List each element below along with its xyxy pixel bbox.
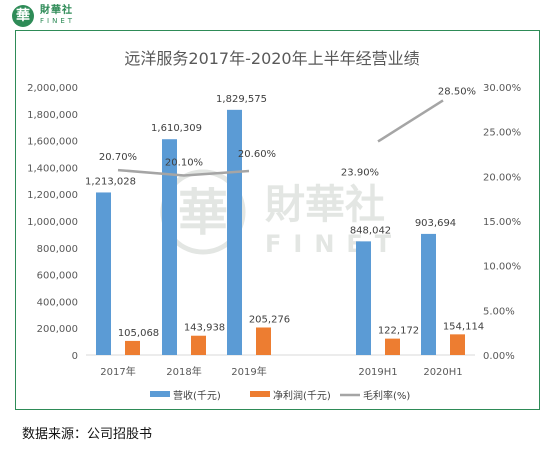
axes: 0 200,000 400,000 600,000 800,000 1,000,000 1,… <box>27 83 521 378</box>
watermark-seal: 華 <box>178 184 228 242</box>
revenue-label: 903,694 <box>415 218 456 229</box>
chart-frame <box>15 30 540 410</box>
profit-label: 205,276 <box>249 314 290 325</box>
y-left-tick-label: 600,000 <box>37 271 78 282</box>
brand-seal-icon: 華 <box>12 5 34 27</box>
revenue-label: 1,829,575 <box>216 94 267 105</box>
revenue-bar <box>421 233 436 355</box>
y-left-tick-label: 1,600,000 <box>27 137 78 148</box>
margin-label: 28.50% <box>438 86 476 97</box>
watermark-name: 財華社 <box>265 182 385 228</box>
revenue-bar <box>227 109 242 356</box>
data-labels: 1,213,028 1,610,309 1,829,575 848,042 903,69… <box>85 86 484 339</box>
revenue-label: 1,213,028 <box>85 176 136 187</box>
legend: 营收(千元) 净利润(千元) 毛利率(%) <box>150 389 410 402</box>
brand-name: 財華社 <box>40 5 73 16</box>
revenue-label: 1,610,309 <box>151 123 202 134</box>
x-tick-label: 2018年 <box>166 365 201 378</box>
y-left-tick-label: 1,000,000 <box>27 217 78 228</box>
margin-label: 23.90% <box>341 167 379 178</box>
profit-bar <box>125 340 140 355</box>
y-right-tick-label: 15.00% <box>483 217 521 228</box>
y-left-tick-label: 200,000 <box>37 324 78 335</box>
x-tick-label: 2019H1 <box>358 367 397 378</box>
y-right-tick-label: 10.00% <box>483 262 521 273</box>
legend-margin-label: 毛利率(%) <box>363 389 410 402</box>
legend-profit-label: 净利润(千元) <box>273 389 331 402</box>
revenue-bar <box>96 192 111 355</box>
y-left-tick-label: 400,000 <box>37 297 78 308</box>
y-right-tick-label: 5.00% <box>483 306 515 317</box>
margin-line-segment <box>377 99 444 143</box>
y-left-tick-label: 2,000,000 <box>27 83 78 94</box>
margin-label: 20.60% <box>238 149 276 160</box>
profit-bar <box>256 327 271 355</box>
source-note: 数据来源：公司招股书 <box>22 427 153 442</box>
legend-revenue-label: 营收(千元) <box>173 389 221 402</box>
profit-label: 122,172 <box>378 326 419 337</box>
legend-profit-swatch <box>250 391 270 397</box>
profit-label: 143,938 <box>184 323 225 334</box>
y-right-tick-label: 20.00% <box>483 172 521 183</box>
y-left-tick-label: 0 <box>72 351 78 362</box>
y-right-tick-label: 30.00% <box>483 83 521 94</box>
revenue-label: 848,042 <box>350 225 391 236</box>
y-left-tick-label: 1,400,000 <box>27 163 78 174</box>
y-right-tick-label: 0.00% <box>483 351 515 362</box>
y-left-tick-label: 1,800,000 <box>27 110 78 121</box>
brand-name-en: FINET <box>40 17 76 25</box>
profit-label: 105,068 <box>118 328 159 339</box>
x-tick-label: 2019年 <box>231 365 266 378</box>
y-left-tick-label: 800,000 <box>37 244 78 255</box>
revenue-bar <box>162 139 177 355</box>
profit-bar <box>385 338 400 355</box>
margin-label: 20.70% <box>99 152 137 163</box>
legend-revenue-swatch <box>150 391 170 397</box>
chart-title: 远洋服务2017年-2020年上半年经营业绩 <box>124 49 419 68</box>
profit-label: 154,114 <box>443 321 484 332</box>
revenue-bar <box>356 241 371 355</box>
profit-bar <box>191 335 206 355</box>
x-tick-label: 2020H1 <box>423 367 462 378</box>
y-left-tick-label: 1,200,000 <box>27 190 78 201</box>
brand-text: 財華社 FINET <box>40 6 75 26</box>
margin-line-segment <box>117 168 250 177</box>
x-tick-label: 2017年 <box>100 365 135 378</box>
y-right-tick-label: 25.00% <box>483 128 521 139</box>
brand-logo: 華 財華社 FINET <box>12 4 75 28</box>
profit-bar <box>450 334 465 355</box>
margin-label: 20.10% <box>165 157 203 168</box>
margin-line <box>117 99 444 177</box>
